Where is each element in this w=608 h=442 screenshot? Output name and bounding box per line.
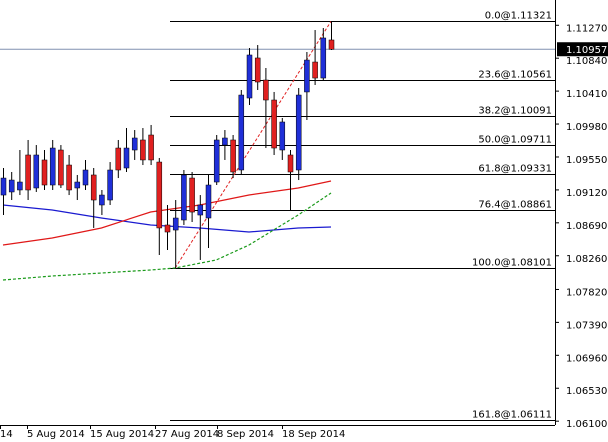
candle-body xyxy=(263,79,269,101)
candle-body xyxy=(230,139,236,173)
x-tick-label: 5 Aug 2014 xyxy=(27,429,85,440)
x-tick-label: 18 Sep 2014 xyxy=(282,429,345,440)
fib-label: 161.8@1.06111 xyxy=(472,410,552,421)
candle-body xyxy=(156,161,163,229)
candle-body xyxy=(181,174,187,221)
candle-body xyxy=(205,184,212,219)
candle-body xyxy=(99,194,105,206)
candle-body xyxy=(82,169,89,186)
fib-label: 61.8@1.09331 xyxy=(478,164,552,175)
candle-body xyxy=(123,147,130,169)
x-tick-label: 15 Aug 2014 xyxy=(90,429,154,440)
y-tick-label: 1.09550 xyxy=(566,155,607,166)
x-tick-label: 27 Aug 2014 xyxy=(155,429,219,440)
y-tick-label: 1.08690 xyxy=(566,221,607,232)
fib-trendline xyxy=(174,21,332,269)
price-box xyxy=(557,42,608,57)
fib-label: 50.0@1.09711 xyxy=(478,135,552,146)
candle-body xyxy=(287,154,294,173)
candle-body xyxy=(33,154,40,189)
candle-body xyxy=(238,94,245,171)
y-tick-label: 1.10840 xyxy=(566,56,607,67)
y-tick-label: 1.09980 xyxy=(566,122,607,133)
y-tick-label: 1.06960 xyxy=(566,353,607,364)
y-tick-label: 1.06100 xyxy=(566,419,607,430)
candle-body xyxy=(90,174,97,201)
candle-body xyxy=(246,54,253,99)
fib-label: 76.4@1.08861 xyxy=(478,200,552,211)
y-tick-label: 1.11270 xyxy=(566,23,607,34)
candle-body xyxy=(140,139,146,161)
candle-body xyxy=(172,217,179,231)
y-tick-label: 1.09120 xyxy=(566,188,607,199)
candle-body xyxy=(312,61,318,79)
y-tick-label: 1.07390 xyxy=(566,320,607,331)
candle-body xyxy=(58,149,64,186)
candle-body xyxy=(295,94,302,171)
candle-body xyxy=(197,204,204,216)
candle-body xyxy=(8,179,15,193)
y-tick-label: 1.07820 xyxy=(566,287,607,298)
fib-label: 100.0@1.08101 xyxy=(472,258,552,269)
candle-body xyxy=(49,147,56,186)
price-label: 1.10957 xyxy=(566,45,607,56)
x-tick-label: 14 xyxy=(0,429,13,440)
candle-body xyxy=(279,121,286,151)
candle-body xyxy=(0,177,7,196)
fib-label: 38.2@1.10091 xyxy=(478,106,552,117)
candle-body xyxy=(107,169,113,201)
candle-body xyxy=(254,57,261,83)
candle-body xyxy=(66,164,72,191)
candle-body xyxy=(74,181,81,189)
candle-body xyxy=(25,154,31,191)
candle-body xyxy=(213,139,220,183)
moving-average xyxy=(2,192,332,281)
candle-body xyxy=(320,37,327,79)
candle-body xyxy=(189,177,195,213)
y-tick-label: 1.08260 xyxy=(566,254,607,265)
y-tick-label: 1.10410 xyxy=(566,89,607,100)
candle-body xyxy=(271,99,277,149)
candle-body xyxy=(164,224,171,233)
fib-label: 23.6@1.10561 xyxy=(478,70,552,81)
candle-body xyxy=(115,147,122,171)
candle-body xyxy=(222,137,228,146)
candle-body xyxy=(17,181,23,191)
candle-body xyxy=(148,134,154,161)
candle-body xyxy=(328,39,335,50)
candle-body xyxy=(304,59,310,93)
x-tick-label: 8 Sep 2014 xyxy=(217,429,274,440)
y-tick-label: 1.06530 xyxy=(566,386,607,397)
fib-label: 0.0@1.11321 xyxy=(485,11,552,22)
candle-body xyxy=(131,137,138,151)
candle-body xyxy=(41,159,48,186)
